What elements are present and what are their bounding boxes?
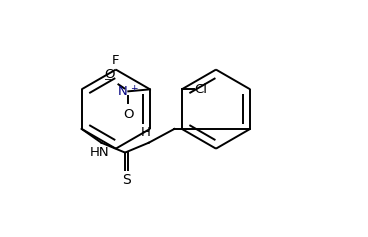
Text: HN: HN [89,146,109,159]
Text: +: + [130,84,137,93]
Text: S: S [122,173,130,187]
Text: Cl: Cl [195,83,208,96]
Text: H: H [141,126,151,139]
Text: O: O [123,108,134,121]
Text: −: − [105,75,113,86]
Text: O: O [104,68,114,82]
Text: F: F [112,54,120,67]
Text: N: N [117,85,127,98]
